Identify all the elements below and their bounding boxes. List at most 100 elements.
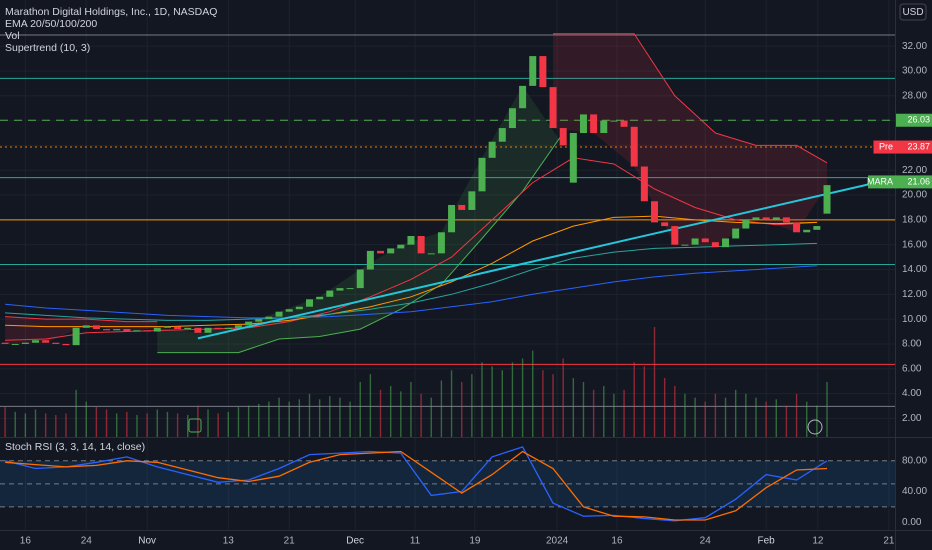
volume-bar bbox=[187, 415, 189, 437]
candle-body bbox=[671, 226, 679, 245]
price-tag bbox=[896, 140, 932, 154]
y-tick-label: 2.00 bbox=[902, 413, 922, 424]
candle-body bbox=[143, 330, 151, 332]
stoch-title: Stoch RSI (3, 3, 14, 14, close) bbox=[5, 441, 145, 453]
x-tick-label: 24 bbox=[81, 536, 93, 547]
volume-bar bbox=[623, 389, 625, 437]
candle-body bbox=[82, 325, 90, 328]
candle-body bbox=[174, 326, 182, 330]
volume-bar bbox=[816, 405, 818, 437]
volume-bar bbox=[197, 405, 199, 437]
volume-bar bbox=[75, 389, 77, 437]
candle-body bbox=[742, 219, 750, 229]
volume-bar bbox=[44, 413, 47, 437]
candle-body bbox=[793, 222, 801, 233]
volume-bar bbox=[603, 385, 605, 437]
candle-body bbox=[103, 329, 111, 331]
candle-body bbox=[620, 120, 628, 127]
candle-body bbox=[539, 56, 547, 88]
x-tick-label: 11 bbox=[410, 536, 421, 547]
x-tick-label: Dec bbox=[346, 536, 364, 547]
candle-body bbox=[437, 232, 445, 254]
candle-body bbox=[123, 329, 131, 332]
candle-body bbox=[42, 340, 50, 343]
volume-bar bbox=[207, 409, 209, 437]
candle-body bbox=[11, 343, 19, 345]
candle-body bbox=[427, 253, 435, 255]
volume-bar bbox=[400, 391, 402, 437]
volume-bar bbox=[653, 327, 656, 437]
stoch-tick-label: 80.00 bbox=[902, 455, 927, 466]
indicator-label: Vol bbox=[5, 30, 20, 42]
candle-body bbox=[92, 325, 100, 330]
ema-line bbox=[5, 265, 817, 319]
candle-body bbox=[52, 342, 60, 344]
volume-bar bbox=[521, 358, 524, 437]
y-tick-label: 12.00 bbox=[902, 289, 927, 300]
price-tag-prefix: MARA bbox=[867, 176, 893, 186]
volume-bar bbox=[146, 413, 148, 437]
candle-body bbox=[275, 311, 283, 317]
candle-body bbox=[590, 114, 598, 134]
volume-bar bbox=[85, 401, 87, 437]
trend-line bbox=[197, 177, 896, 340]
candle-body bbox=[600, 120, 608, 134]
candle-body bbox=[448, 204, 456, 233]
chart-title: Marathon Digital Holdings, Inc., 1D, NAS… bbox=[5, 6, 217, 18]
candle-body bbox=[204, 327, 212, 333]
candle-body bbox=[468, 191, 476, 210]
volume-bar bbox=[440, 380, 443, 437]
y-tick-label: 18.00 bbox=[902, 215, 927, 226]
candle-body bbox=[579, 114, 587, 134]
candle-body bbox=[387, 248, 395, 254]
candle-body bbox=[803, 229, 811, 233]
indicator-label: Supertrend (10, 3) bbox=[5, 42, 90, 54]
price-tag-label: 26.03 bbox=[907, 115, 930, 125]
earnings-icon[interactable] bbox=[188, 418, 202, 433]
candle-body bbox=[285, 309, 293, 312]
x-tick-label: 2024 bbox=[546, 536, 569, 547]
volume-bar bbox=[674, 385, 676, 437]
volume-bar bbox=[430, 397, 432, 437]
volume-bar bbox=[734, 389, 737, 437]
x-tick-label: 12 bbox=[812, 536, 824, 547]
volume-bar bbox=[65, 413, 67, 437]
volume-bar bbox=[572, 378, 575, 437]
candle-body bbox=[72, 327, 80, 346]
volume-bar bbox=[795, 393, 798, 437]
y-tick-label: 28.00 bbox=[902, 90, 927, 101]
volume-bar bbox=[471, 374, 473, 437]
candle-body bbox=[722, 238, 730, 248]
currency-button[interactable] bbox=[899, 3, 927, 21]
candle-body bbox=[255, 319, 263, 322]
stoch-tick-label: 0.00 bbox=[902, 517, 922, 528]
x-tick-label: 16 bbox=[20, 536, 32, 547]
currency[interactable]: USD bbox=[902, 7, 923, 18]
supertrend-fill bbox=[553, 33, 827, 248]
candle-body bbox=[458, 204, 466, 210]
volume-bar bbox=[501, 370, 503, 437]
y-tick-label: 20.00 bbox=[902, 190, 927, 201]
volume-bar bbox=[613, 393, 615, 437]
volume-bar bbox=[724, 397, 727, 437]
candle-body bbox=[62, 343, 70, 346]
x-tick-label: Feb bbox=[758, 536, 776, 547]
volume-bar bbox=[450, 370, 453, 437]
x-tick-label: 13 bbox=[223, 536, 235, 547]
volume-bar bbox=[268, 401, 270, 437]
volume-bar bbox=[339, 397, 341, 437]
candle-body bbox=[305, 299, 313, 307]
volume-bar bbox=[318, 399, 321, 437]
volume-bar bbox=[461, 382, 463, 437]
volume-bar bbox=[775, 399, 777, 437]
candle-body bbox=[498, 128, 506, 142]
volume-bar bbox=[592, 389, 595, 437]
y-tick-label: 8.00 bbox=[902, 339, 922, 350]
candle-body bbox=[610, 120, 618, 122]
candle-body bbox=[691, 238, 699, 245]
volume-bar bbox=[176, 413, 179, 437]
candle-body bbox=[346, 288, 354, 290]
candle-body bbox=[519, 85, 527, 109]
price-tag-prefix: Pre bbox=[879, 141, 893, 151]
event-icon[interactable] bbox=[807, 419, 823, 435]
